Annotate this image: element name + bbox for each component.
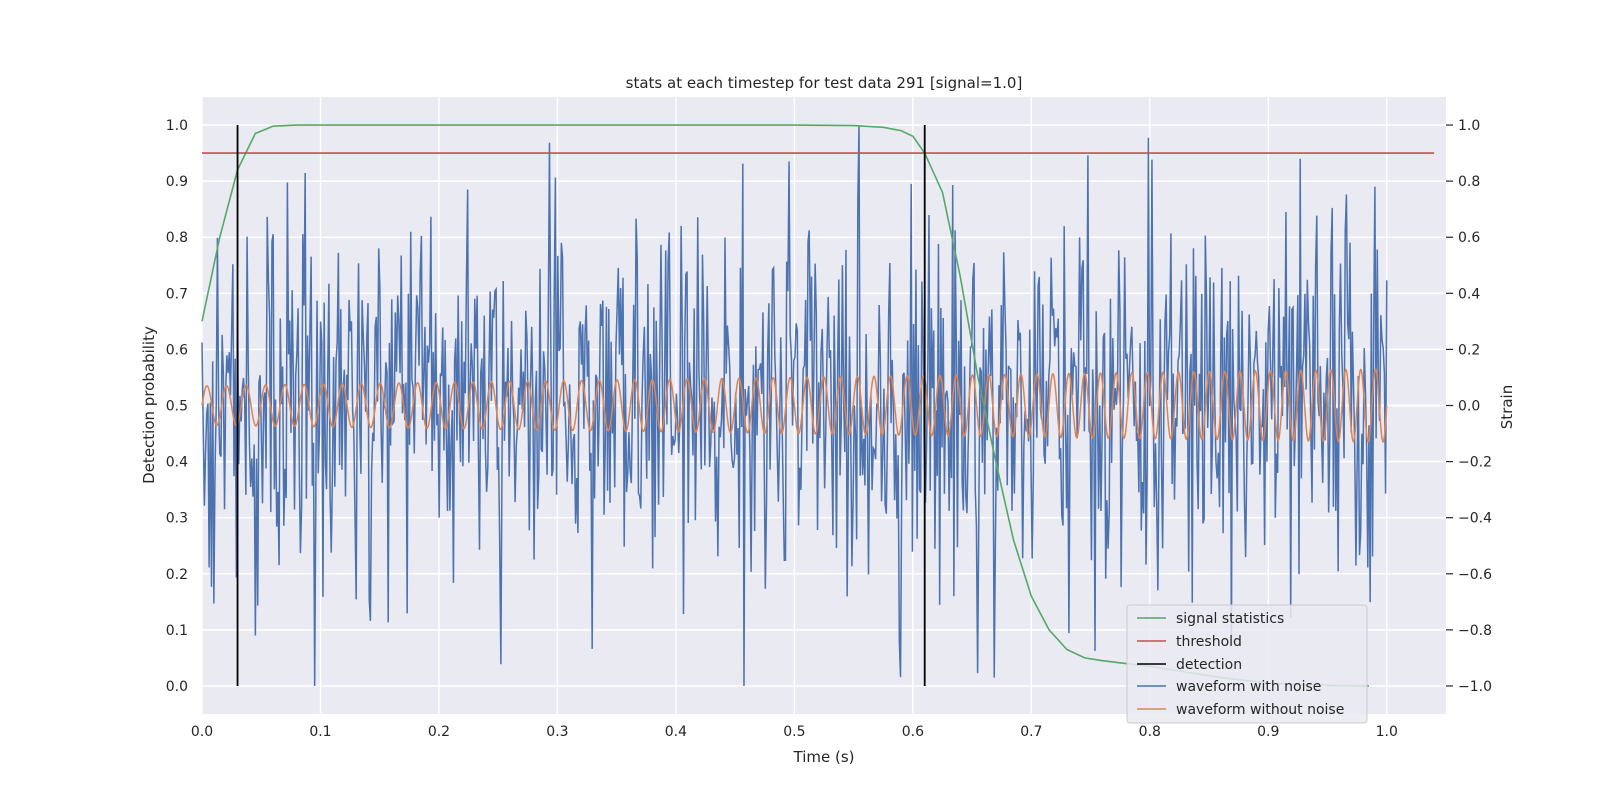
legend-label-waveform-without-noise: waveform without noise (1176, 702, 1344, 718)
x-axis-ticks: 0.0 0.1 0.2 0.3 0.4 0.5 0.6 0.7 0.8 0.9 1.0 (191, 724, 1398, 740)
y-right-tick-label: −0.8 (1458, 623, 1492, 639)
y-right-tick-label: 1.0 (1458, 118, 1480, 134)
y-left-tick-label: 0.5 (166, 399, 188, 415)
y-right-tick-label: 0.4 (1458, 286, 1480, 302)
legend-label-waveform-with-noise: waveform with noise (1176, 679, 1321, 695)
y-left-tick-label: 0.8 (166, 230, 188, 246)
y-right-tick-label: −0.4 (1458, 511, 1492, 527)
x-tick-label: 0.9 (1257, 724, 1279, 740)
x-tick-label: 0.3 (546, 724, 568, 740)
x-tick-label: 0.4 (665, 724, 687, 740)
legend-box (1126, 604, 1368, 724)
chart-title: stats at each timestep for test data 291… (626, 74, 1023, 92)
y-left-tick-label: 1.0 (166, 118, 188, 134)
y-right-tick-label: −0.2 (1458, 455, 1492, 471)
x-tick-label: 1.0 (1376, 724, 1398, 740)
y-left-tick-label: 0.0 (166, 679, 188, 695)
waveform-with-noise-group (201, 125, 1388, 686)
legend-label-detection: detection (1176, 657, 1242, 673)
y-axis-left-label: Detection probability (140, 326, 158, 484)
x-tick-label: 0.2 (428, 724, 450, 740)
y-left-tick-label: 0.6 (166, 342, 188, 358)
y-axis-right-label: Strain (1498, 385, 1516, 429)
y-left-tick-label: 0.1 (166, 623, 188, 639)
y-right-tick-label: 0.2 (1458, 342, 1480, 358)
x-axis-label: Time (s) (793, 748, 855, 766)
legend-label-signal-statistics: signal statistics (1176, 611, 1284, 627)
y-left-tick-label: 0.3 (166, 511, 188, 527)
y-axis-right-ticks: −1.0 −0.8 −0.6 −0.4 −0.2 0.0 0.2 0.4 0.6 0.8 1.0 (1446, 118, 1492, 695)
x-tick-label: 0.6 (902, 724, 924, 740)
x-tick-label: 0.0 (191, 724, 213, 740)
x-tick-label: 0.5 (783, 724, 805, 740)
y-right-tick-label: 0.6 (1458, 230, 1480, 246)
y-axis-left-ticks: 0.0 0.1 0.2 0.3 0.4 0.5 0.6 0.7 0.8 0.9 1.0 (166, 118, 188, 695)
y-right-tick-label: −0.6 (1458, 567, 1492, 583)
x-tick-label: 0.1 (309, 724, 331, 740)
waveform-without-noise-group (201, 368, 1388, 443)
y-right-tick-label: 0.0 (1458, 399, 1480, 415)
y-left-tick-label: 0.4 (166, 455, 188, 471)
waveform-with-noise-line (201, 125, 1388, 686)
legend-label-threshold: threshold (1176, 634, 1242, 650)
y-right-tick-label: 0.8 (1458, 174, 1480, 190)
waveform-without-noise-line (201, 368, 1388, 443)
y-right-tick-label: −1.0 (1458, 679, 1492, 695)
x-tick-label: 0.8 (1139, 724, 1161, 740)
legend: signal statistics threshold detection wa… (1126, 604, 1368, 724)
y-left-tick-label: 0.2 (166, 567, 188, 583)
y-left-tick-label: 0.9 (166, 174, 188, 190)
x-tick-label: 0.7 (1020, 724, 1042, 740)
y-left-tick-label: 0.7 (166, 286, 188, 302)
